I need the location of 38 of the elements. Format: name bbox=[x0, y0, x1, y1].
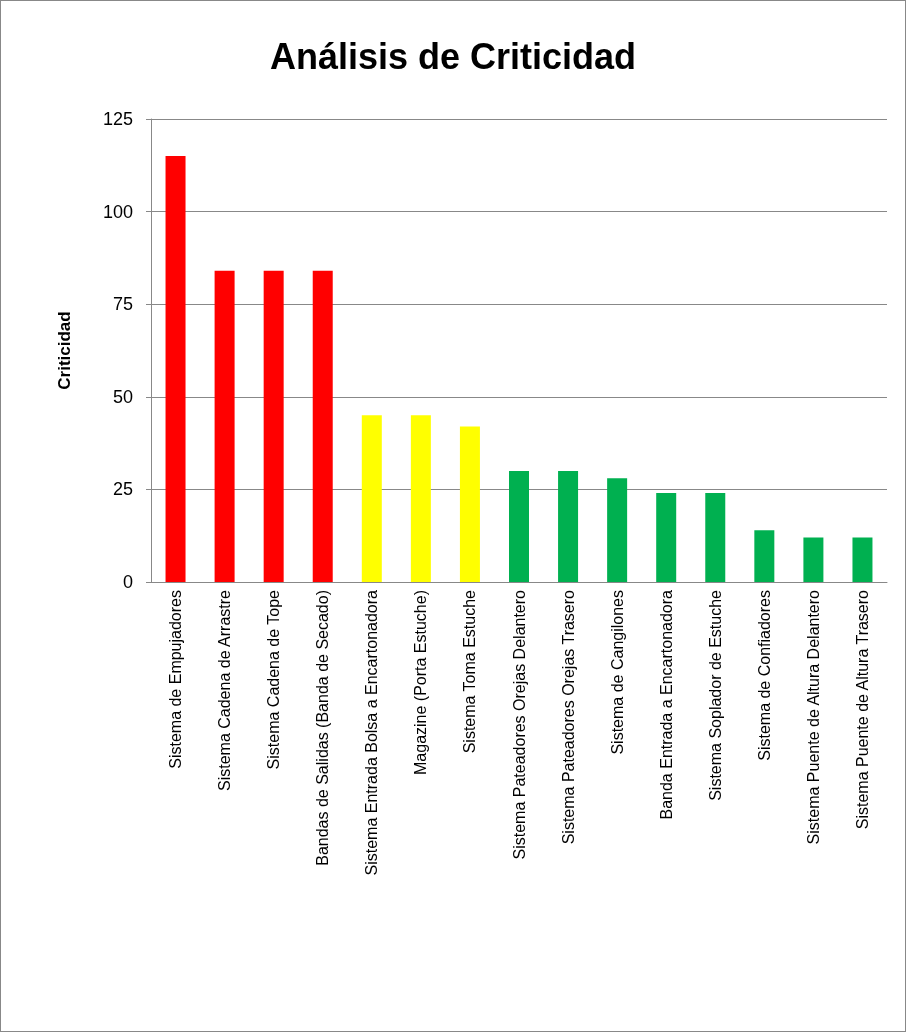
x-tick-label: Sistema Soplador de Estuche bbox=[706, 589, 724, 801]
bar bbox=[705, 493, 726, 582]
bar bbox=[656, 493, 677, 582]
y-tick-label: 100 bbox=[102, 201, 133, 222]
x-tick-label: Magazine (Porta Estuche) bbox=[412, 590, 430, 775]
x-tick-label: Sistema de Confiadores bbox=[755, 590, 773, 761]
x-tick-label: Sistema Puente de Altura Trasero bbox=[853, 589, 871, 830]
bar bbox=[607, 478, 628, 582]
y-axis-title: Criticidad bbox=[55, 311, 74, 390]
x-tick-label: Sistema Pateadores Orejas Trasero bbox=[559, 589, 577, 845]
bar bbox=[410, 415, 431, 582]
bar bbox=[754, 530, 775, 582]
bar bbox=[263, 270, 284, 582]
y-tick-label: 125 bbox=[102, 109, 133, 129]
bar bbox=[852, 537, 873, 582]
x-tick-label: Sistema de Empujadores bbox=[167, 590, 185, 769]
x-tick-label: Sistema Cadena de Arrastre bbox=[216, 589, 234, 791]
x-tick-label: Sistema de Cangilones bbox=[608, 590, 626, 755]
bar bbox=[312, 270, 333, 582]
y-tick-label: 25 bbox=[112, 479, 133, 500]
chart-title: Análisis de Criticidad bbox=[269, 35, 637, 77]
bar bbox=[803, 537, 824, 582]
bar bbox=[165, 156, 186, 582]
y-tick-label: 0 bbox=[122, 572, 133, 592]
x-tick-label: Sistema Pateadores Orejas Delantero bbox=[510, 589, 528, 860]
x-tick-label: Sistema Toma Estuche bbox=[461, 589, 479, 754]
x-tick-label: Banda Entrada a Encartonadora bbox=[657, 589, 675, 820]
y-tick-label: 75 bbox=[112, 294, 133, 315]
x-tick-label: Sistema Cadena de Tope bbox=[265, 589, 283, 770]
bar bbox=[558, 470, 579, 582]
x-tick-label: Sistema Puente de Altura Delantero bbox=[804, 589, 822, 845]
x-tick-label: Sistema Entrada Bolsa a Encartonadora bbox=[363, 589, 381, 876]
bar bbox=[361, 415, 382, 582]
y-tick-label: 50 bbox=[112, 386, 133, 407]
bar bbox=[459, 426, 480, 582]
x-tick-label: Bandas de Salidas (Banda de Secado) bbox=[314, 590, 332, 866]
bar bbox=[214, 270, 235, 582]
bar bbox=[509, 470, 529, 582]
